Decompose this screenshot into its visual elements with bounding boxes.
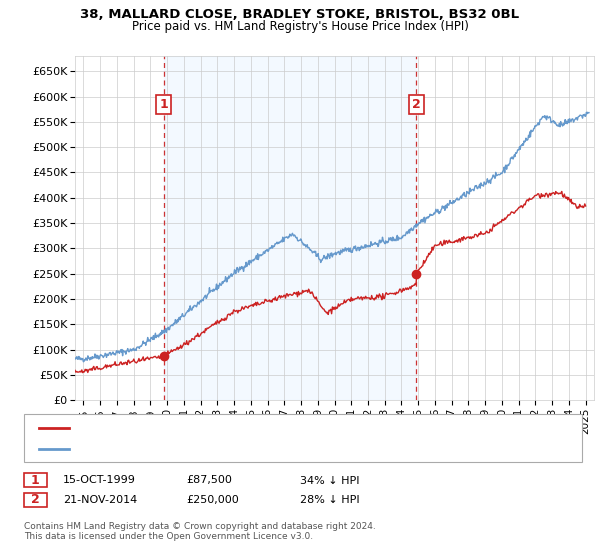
Text: 21-NOV-2014: 21-NOV-2014 bbox=[63, 494, 137, 505]
Text: 38, MALLARD CLOSE, BRADLEY STOKE, BRISTOL, BS32 0BL (detached house): 38, MALLARD CLOSE, BRADLEY STOKE, BRISTO… bbox=[75, 423, 476, 433]
Text: 2: 2 bbox=[412, 97, 421, 111]
Text: 34% ↓ HPI: 34% ↓ HPI bbox=[300, 475, 359, 486]
Text: 2: 2 bbox=[31, 493, 40, 506]
Text: 1: 1 bbox=[159, 97, 168, 111]
Text: £250,000: £250,000 bbox=[186, 494, 239, 505]
Text: HPI: Average price, detached house, South Gloucestershire: HPI: Average price, detached house, Sout… bbox=[75, 444, 384, 454]
Text: Price paid vs. HM Land Registry's House Price Index (HPI): Price paid vs. HM Land Registry's House … bbox=[131, 20, 469, 32]
Text: Contains HM Land Registry data © Crown copyright and database right 2024.
This d: Contains HM Land Registry data © Crown c… bbox=[24, 522, 376, 542]
Text: £87,500: £87,500 bbox=[186, 475, 232, 486]
Text: 1: 1 bbox=[31, 474, 40, 487]
Text: 38, MALLARD CLOSE, BRADLEY STOKE, BRISTOL, BS32 0BL: 38, MALLARD CLOSE, BRADLEY STOKE, BRISTO… bbox=[80, 8, 520, 21]
Text: 15-OCT-1999: 15-OCT-1999 bbox=[63, 475, 136, 486]
Text: 28% ↓ HPI: 28% ↓ HPI bbox=[300, 494, 359, 505]
Bar bbox=[164, 56, 416, 400]
